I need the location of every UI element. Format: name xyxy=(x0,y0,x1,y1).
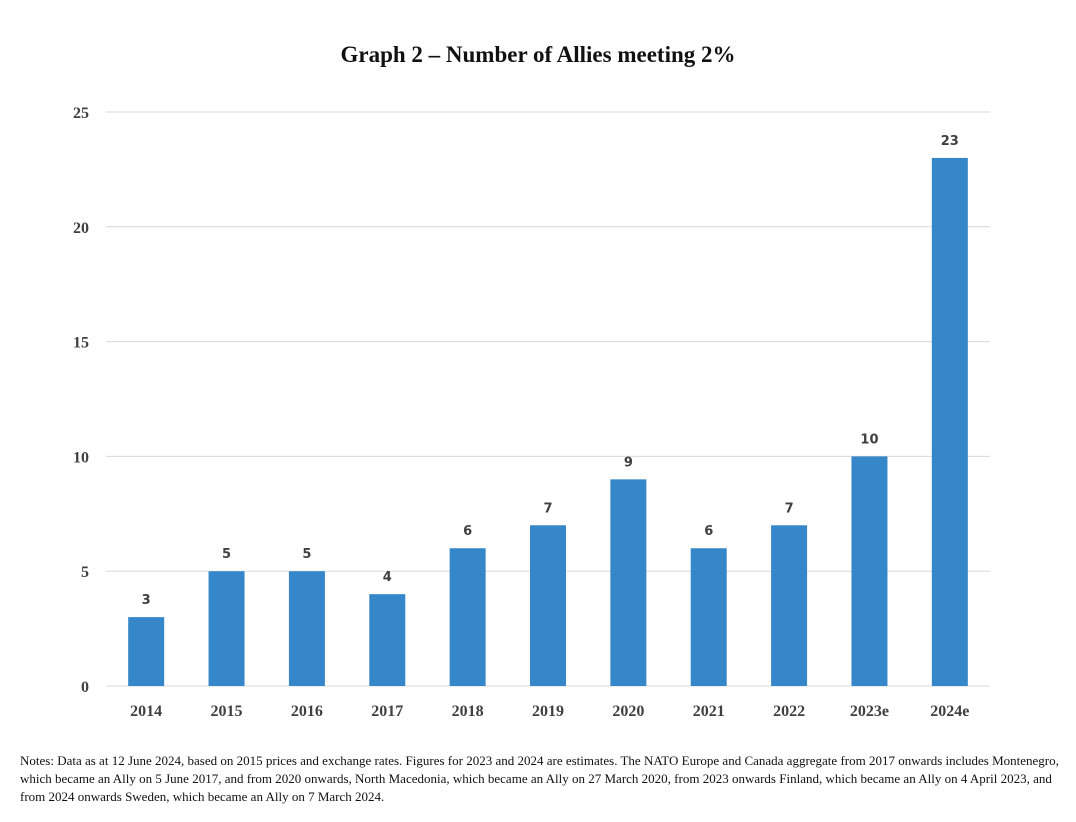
x-tick-label: 2020 xyxy=(612,703,644,720)
x-tick-label: 2019 xyxy=(532,703,564,720)
data-label: 6 xyxy=(704,524,713,539)
bar xyxy=(610,479,647,686)
x-tick-label: 2023e xyxy=(850,703,889,720)
x-tick-label: 2021 xyxy=(693,703,725,720)
bar xyxy=(530,525,566,686)
data-label: 23 xyxy=(941,134,959,149)
y-tick-label: 15 xyxy=(73,335,89,352)
chart-title: Graph 2 – Number of Allies meeting 2% xyxy=(340,42,736,67)
x-tick-label: 2022 xyxy=(773,703,805,720)
chart-notes: Notes: Data as at 12 June 2024, based on… xyxy=(20,753,1059,804)
bar xyxy=(208,571,245,686)
data-label: 10 xyxy=(860,432,878,447)
y-tick-label: 25 xyxy=(73,105,89,122)
data-label: 6 xyxy=(463,524,472,539)
y-tick-label: 10 xyxy=(73,449,89,466)
bar xyxy=(288,571,325,686)
x-tick-label: 2017 xyxy=(371,703,403,720)
x-tick-label: 2018 xyxy=(452,703,484,720)
bar xyxy=(851,456,888,686)
y-tick-label: 0 xyxy=(81,679,89,696)
bar xyxy=(369,594,406,686)
data-label: 9 xyxy=(624,455,633,470)
bar xyxy=(449,548,486,686)
data-label: 4 xyxy=(383,570,392,585)
x-tick-label: 2014 xyxy=(130,703,162,720)
y-tick-label: 20 xyxy=(73,220,89,237)
x-tick-label: 2016 xyxy=(291,703,323,720)
x-tick-label: 2015 xyxy=(211,703,243,720)
data-label: 7 xyxy=(785,501,794,516)
x-tick-label: 2024e xyxy=(930,703,969,720)
data-label: 5 xyxy=(302,547,311,562)
bar xyxy=(931,157,968,687)
bar-chart: 0 5 10 15 20 25 3 2014 5 2015 5 2016 4 2017 6 2018 7 2019… xyxy=(73,105,990,720)
bar xyxy=(128,617,165,686)
data-label: 7 xyxy=(543,501,552,516)
data-label: 5 xyxy=(222,547,231,562)
data-label: 3 xyxy=(142,593,151,608)
bar xyxy=(690,548,727,686)
bar xyxy=(771,525,808,686)
y-tick-label: 5 xyxy=(81,564,89,581)
